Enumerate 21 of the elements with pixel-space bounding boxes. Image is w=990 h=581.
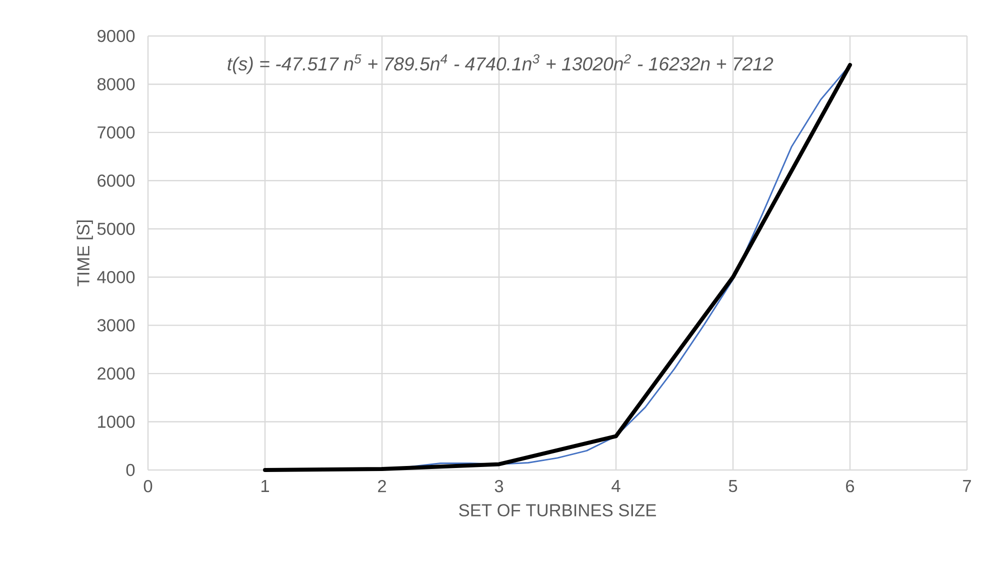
y-tick-label: 8000: [97, 78, 135, 90]
x-tick-label: 2: [378, 480, 386, 492]
y-tick-label: 4000: [97, 270, 135, 284]
text: t(s) = -47.517 n$^{5}$ + 789.5n$^{4}$ - 4740.1n$^{3}$ + 13020n$^{2}$ - 16232n + 7212: [228, 54, 774, 74]
x-tick-label: 0: [144, 480, 152, 492]
y-tick-label: 0: [126, 464, 135, 476]
x-tick-label: 3: [494, 480, 504, 492]
x-tick-label: 6: [846, 480, 854, 492]
y-axis-title: TIME [S]: [76, 220, 93, 286]
y-tick-label: 9000: [98, 30, 135, 42]
x-axis-title: SET OF TURBINES SIZE: [459, 504, 656, 516]
x-tick-label: 4: [612, 480, 620, 492]
x-tick-label: 5: [728, 480, 738, 492]
y-tick-label: 5000: [97, 222, 135, 236]
y-tick-label: 1000: [98, 416, 135, 428]
x-tick-label: 7: [963, 480, 971, 492]
y-tick-label: 2000: [98, 367, 135, 380]
y-tick-label: 7000: [98, 126, 135, 139]
x-tick-label: 1: [262, 480, 269, 492]
y-tick-label: 3000: [97, 319, 135, 332]
y-tick-label: 6000: [98, 174, 135, 187]
